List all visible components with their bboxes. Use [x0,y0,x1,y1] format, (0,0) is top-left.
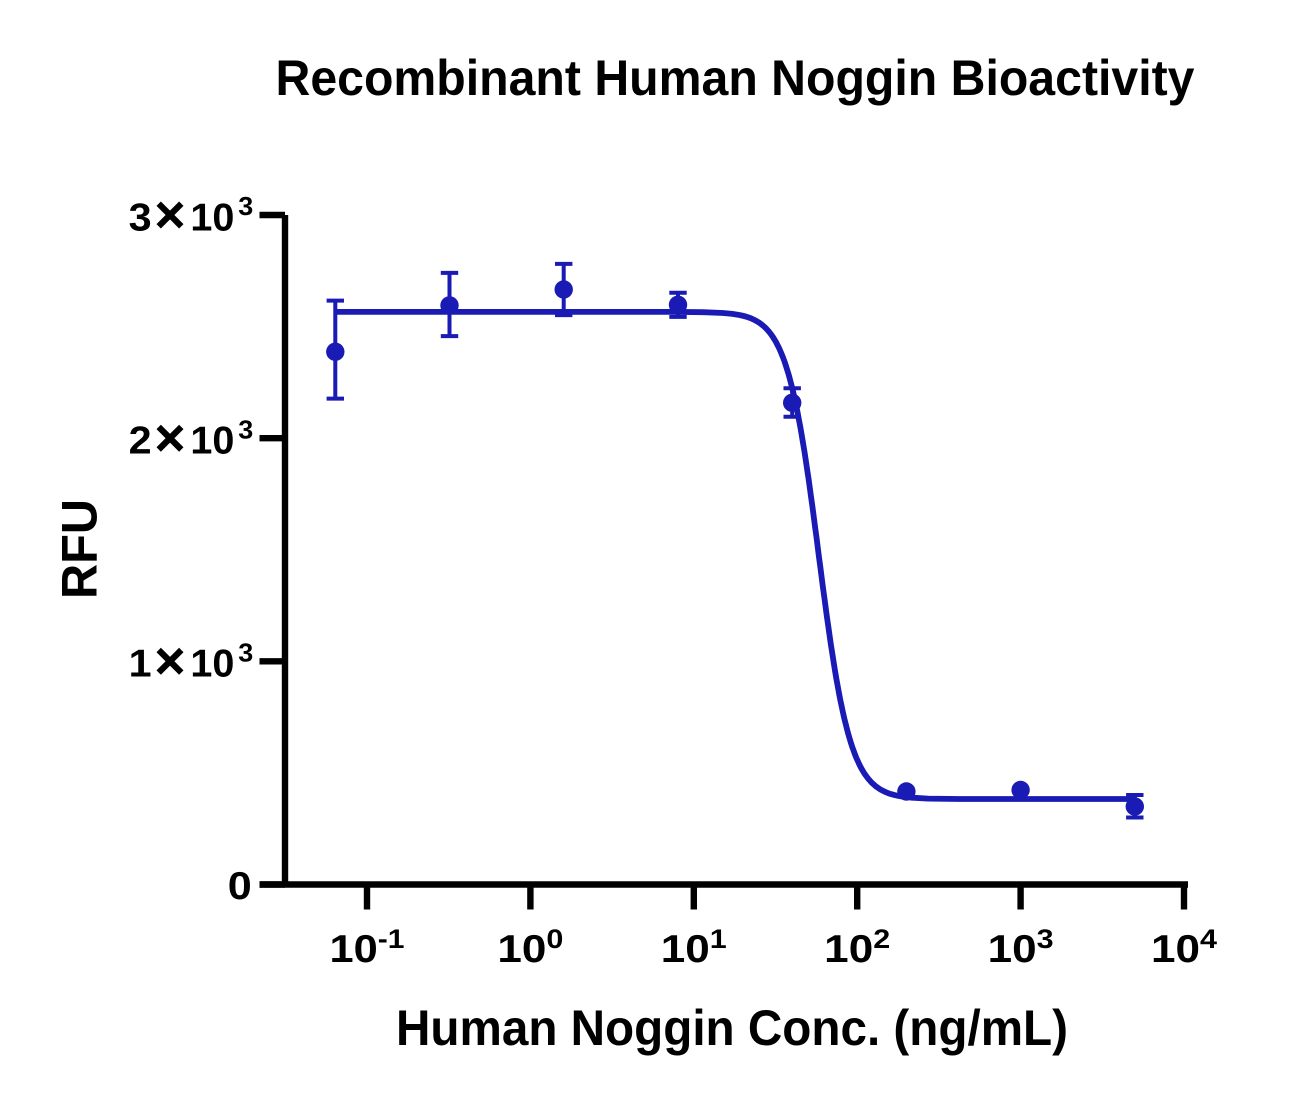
svg-text:RFU: RFU [51,499,107,599]
svg-text:3: 3 [238,191,253,221]
svg-text:10-1: 10 -1 [330,924,405,971]
svg-text:10: 10 [190,196,234,239]
svg-text:3: 3 [238,638,253,668]
svg-text:3: 3 [238,414,253,444]
svg-text:10: 10 [190,420,234,463]
svg-text:1: 1 [129,643,152,686]
svg-text:10: 10 [190,643,234,686]
svg-text:Recombinant Human Noggin Bioac: Recombinant Human Noggin Bioactivity [276,50,1195,106]
svg-text:2: 2 [129,420,152,463]
svg-text:0: 0 [228,865,252,908]
svg-text:3: 3 [129,196,152,239]
svg-text:Human Noggin Conc. (ng/mL): Human Noggin Conc. (ng/mL) [396,1000,1068,1056]
